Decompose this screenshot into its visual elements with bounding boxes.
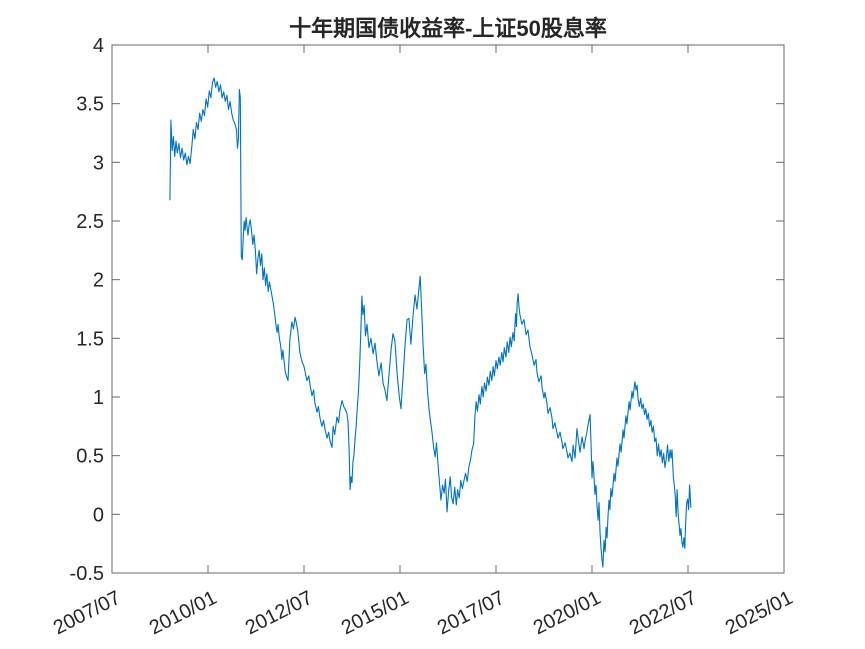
x-tick-label: 2015/01 [338,587,412,639]
x-tick-label: 2020/01 [530,587,604,639]
x-tick-label: 2025/01 [722,587,796,639]
x-tick-label: 2012/07 [242,587,316,639]
x-tick-label: 2022/07 [626,587,700,639]
y-tick-label: 1.5 [76,328,104,350]
plot-box [111,44,785,574]
y-tick-label: 1 [93,387,104,409]
x-tick-label: 2007/07 [50,587,124,639]
x-tick-label: 2017/07 [434,587,508,639]
x-tick-label: 2010/01 [146,587,220,639]
y-tick-label: 3 [93,152,104,174]
chart-title: 十年期国债收益率-上证50股息率 [289,16,607,41]
axis-tick-marks [111,44,785,574]
y-tick-label: 2 [93,270,104,292]
y-axis-labels: 4 3.5 3 2.5 2 1.5 1 0.5 0 -0.5 [70,35,104,585]
y-tick-label: 0 [93,504,104,526]
yield-spread-series-line [169,77,692,568]
y-tick-label: 0.5 [76,446,104,468]
x-axis-labels: 2007/07 2010/01 2012/07 2015/01 2017/07 2020/… [50,587,796,639]
y-tick-label: 3.5 [76,94,104,116]
y-tick-label: -0.5 [70,563,104,585]
plot-area: 2007/07 2010/01 2012/07 2015/01 2017/07 2020/… [50,35,796,639]
y-tick-label: 4 [93,35,104,57]
y-tick-label: 2.5 [76,211,104,233]
